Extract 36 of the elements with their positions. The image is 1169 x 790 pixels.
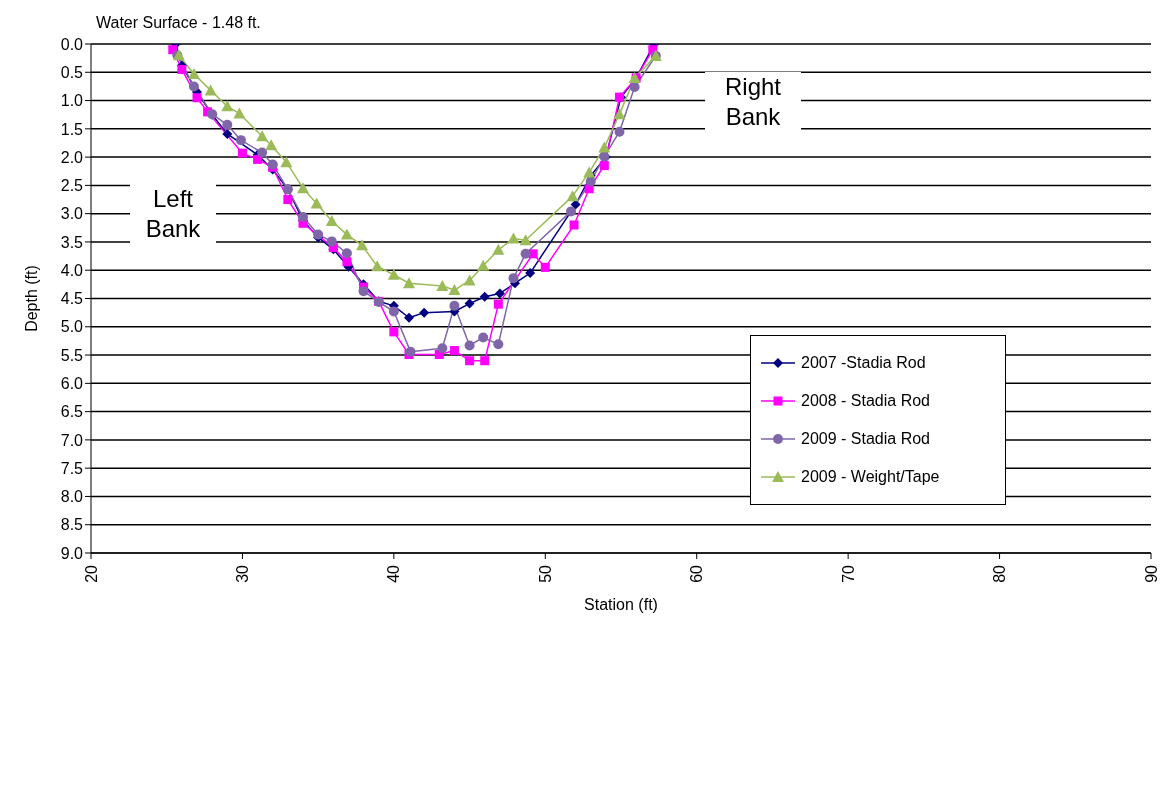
y-tick-label: 4.5 xyxy=(60,290,84,308)
y-tick-label: 4.0 xyxy=(60,261,84,279)
y-tick-label: 7.5 xyxy=(60,459,84,477)
x-tick-label: 90 xyxy=(1142,564,1160,583)
x-tick-label: 40 xyxy=(385,564,403,583)
annotation: Right Bank xyxy=(705,72,801,132)
y-tick-label: 6.5 xyxy=(60,403,84,421)
x-tick-label: 50 xyxy=(536,564,554,583)
y-tick-label: 0.5 xyxy=(60,63,84,81)
y-tick-label: 2.0 xyxy=(60,148,84,166)
y-tick-label: 6.0 xyxy=(60,375,84,393)
legend-label: 2009 - Weight/Tape xyxy=(801,468,940,486)
x-tick-label: 30 xyxy=(233,564,251,583)
annotation: Left Bank xyxy=(130,184,216,244)
x-tick-label: 70 xyxy=(839,564,857,583)
y-tick-label: 3.0 xyxy=(60,205,84,223)
y-tick-label: 0.0 xyxy=(60,35,84,53)
y-tick-label: 8.5 xyxy=(60,516,84,534)
y-tick-label: 7.0 xyxy=(60,431,84,449)
x-axis-title: Station (ft) xyxy=(584,596,658,613)
y-tick-label: 9.0 xyxy=(60,544,84,562)
legend-label: 2008 - Stadia Rod xyxy=(801,392,930,410)
y-tick-label: 2.5 xyxy=(60,177,84,195)
y-axis-title: Depth (ft) xyxy=(22,265,40,332)
x-tick-label: 20 xyxy=(82,564,100,583)
y-tick-label: 1.5 xyxy=(60,120,84,138)
y-tick-label: 1.0 xyxy=(60,92,84,110)
y-tick-label: 3.5 xyxy=(60,233,84,251)
text: Water Surface - 1.48 ft. xyxy=(96,14,261,32)
y-tick-label: 5.0 xyxy=(60,318,84,336)
legend-label: 2007 -Stadia Rod xyxy=(801,354,926,372)
legend-label: 2009 - Stadia Rod xyxy=(801,430,930,448)
x-tick-label: 60 xyxy=(688,564,706,583)
x-tick-label: 80 xyxy=(991,564,1009,583)
y-tick-label: 8.0 xyxy=(60,488,84,506)
y-tick-label: 5.5 xyxy=(60,346,84,364)
